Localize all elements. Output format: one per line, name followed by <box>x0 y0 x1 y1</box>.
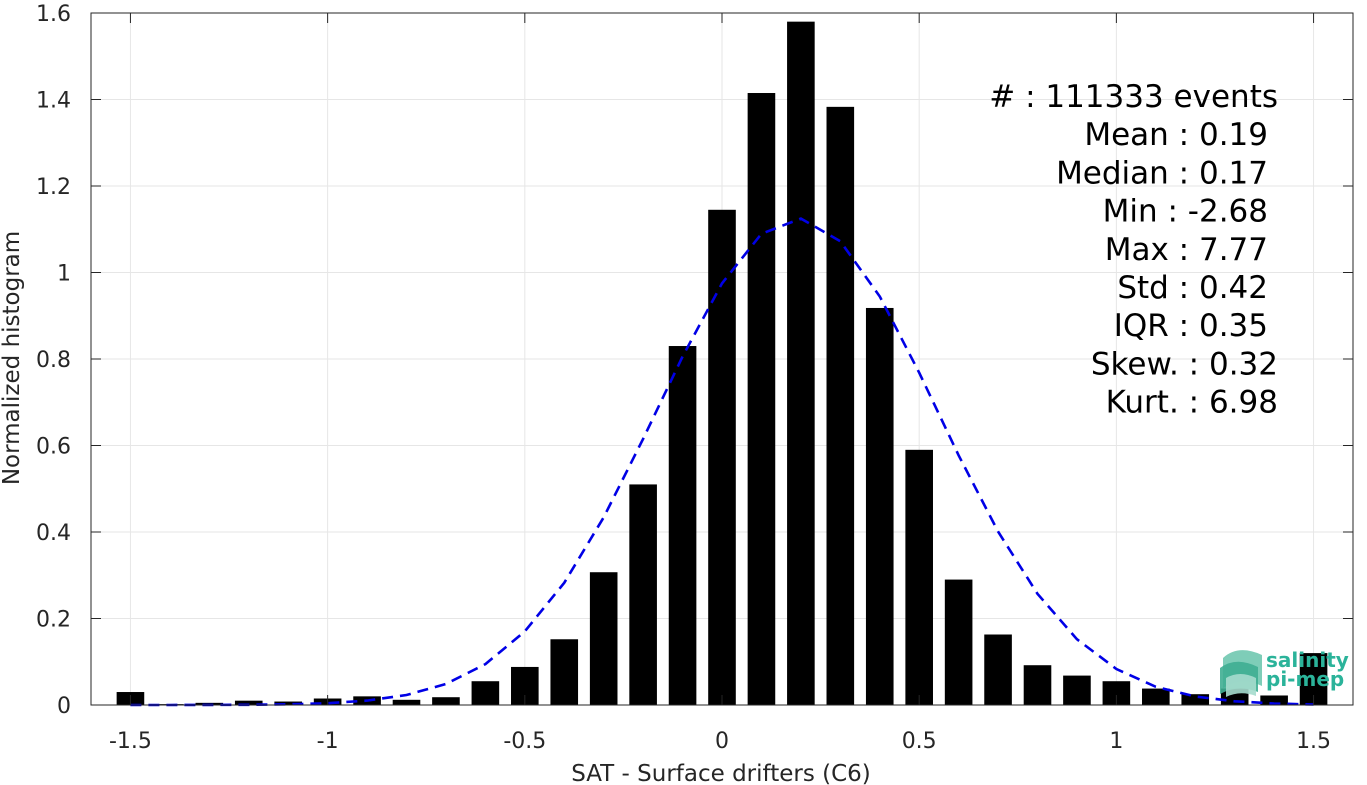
histogram-bar <box>392 699 421 705</box>
stat-line: Max : 7.77 <box>1105 232 1268 268</box>
y-tick-label: 0.4 <box>36 521 71 546</box>
stat-line: Skew. : 0.32 <box>1091 346 1278 382</box>
y-tick-label: 1.6 <box>36 2 71 27</box>
y-tick-label: 1.4 <box>36 89 71 114</box>
stat-line: Mean : 0.19 <box>1084 117 1268 153</box>
logo-text-line2: pi-mep <box>1266 667 1344 691</box>
y-tick-label: 0.8 <box>36 348 71 373</box>
y-tick-label: 0.2 <box>36 608 71 633</box>
histogram-bar <box>668 346 697 705</box>
x-tick-label: -0.5 <box>503 729 546 754</box>
x-tick-label: -1 <box>317 729 339 754</box>
stat-line: Kurt. : 6.98 <box>1106 385 1278 421</box>
x-tick-label: 1.5 <box>1296 729 1331 754</box>
histogram-bar <box>1260 695 1288 705</box>
histogram-bar <box>471 681 500 705</box>
stat-line: # : 111333 events <box>989 79 1278 115</box>
histogram-bar <box>905 449 933 705</box>
stat-line: Median : 0.17 <box>1056 155 1268 191</box>
logo-waves-icon <box>1220 650 1262 697</box>
gaussian-fit-curve <box>130 217 1314 707</box>
x-tick-label: 0 <box>715 729 729 754</box>
x-tick-label: 0.5 <box>902 729 937 754</box>
histogram-bar <box>432 697 460 705</box>
y-axis-label: Normalized histogram <box>0 231 25 485</box>
histogram-bar <box>274 701 302 705</box>
x-axis-label: SAT - Surface drifters (C6) <box>571 761 871 785</box>
histogram-bar <box>1181 694 1210 705</box>
stat-line: Std : 0.42 <box>1117 270 1268 306</box>
histogram-bar <box>787 21 815 705</box>
y-tick-label: 0.6 <box>36 435 71 460</box>
x-tick-label: 1 <box>1109 729 1123 754</box>
histogram-bar <box>589 572 618 705</box>
y-tick-label: 0 <box>57 694 71 719</box>
histogram-bar <box>708 209 736 705</box>
histogram-bar <box>1142 688 1170 705</box>
y-tick-labels: 0 0.2 0.4 0.6 0.8 1 1.2 1.4 1.6 <box>36 2 71 719</box>
logo-text-line1: salinity <box>1266 648 1349 672</box>
histogram-bar <box>826 106 855 706</box>
histogram-bar <box>629 484 657 705</box>
stat-line: Min : -2.68 <box>1103 194 1268 230</box>
y-tick-label: 1.2 <box>36 175 71 200</box>
histogram-bar <box>1102 681 1131 705</box>
y-tick-label: 1 <box>57 262 71 287</box>
histogram-bar <box>1023 665 1052 705</box>
histogram-bar <box>550 639 579 705</box>
stat-line: IQR : 0.35 <box>1114 308 1268 344</box>
histogram-bar <box>747 93 776 705</box>
histogram-bar <box>944 579 973 705</box>
histogram-bar <box>1063 675 1091 705</box>
histogram-bar <box>865 307 894 705</box>
axis-ticks <box>91 12 1353 706</box>
x-tick-label: -1.5 <box>109 729 152 754</box>
x-tick-labels: -1.5 -1 -0.5 0 0.5 1 1.5 <box>109 729 1331 754</box>
salinity-pimep-logo: salinity pi-mep <box>1220 648 1349 697</box>
histogram-bar <box>984 634 1012 705</box>
histogram-bar <box>234 700 263 705</box>
